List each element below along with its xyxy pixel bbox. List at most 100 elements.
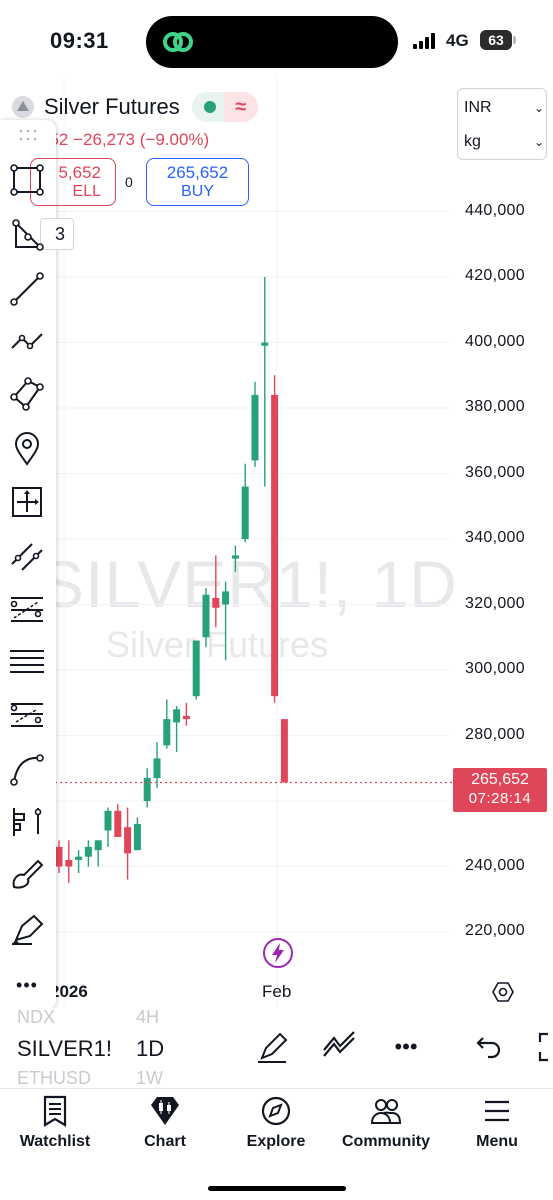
candle bbox=[241, 463, 249, 543]
chart-icon bbox=[151, 1097, 179, 1125]
last-price: 265,652 bbox=[471, 771, 529, 788]
tab-menu[interactable]: Menu bbox=[442, 1089, 552, 1159]
price-label: 420,000 bbox=[465, 267, 525, 284]
price-label: 380,000 bbox=[465, 398, 525, 415]
cellular-signal-icon bbox=[413, 33, 439, 49]
link-icon bbox=[163, 32, 193, 52]
symbol-header[interactable]: Silver Futures ≈ bbox=[12, 92, 258, 122]
candle bbox=[261, 277, 269, 487]
buy-button[interactable]: 265,652 BUY bbox=[146, 158, 249, 206]
indicators-icon[interactable] bbox=[322, 1030, 356, 1064]
undo-icon[interactable] bbox=[470, 1030, 504, 1064]
unit-value: kg bbox=[464, 133, 481, 150]
polyline-icon[interactable] bbox=[8, 322, 46, 360]
bottom-tab-bar: Watchlist Chart Explore Community Menu bbox=[0, 1088, 553, 1200]
tab-watchlist[interactable]: Watchlist bbox=[0, 1089, 110, 1159]
lightning-icon[interactable] bbox=[262, 937, 294, 969]
tab-community[interactable]: Community bbox=[331, 1089, 441, 1159]
candle-body bbox=[222, 591, 230, 605]
candle bbox=[153, 742, 161, 788]
candle-body bbox=[241, 486, 249, 539]
candle-body bbox=[212, 597, 220, 608]
watermark-name: Silver Futures bbox=[106, 624, 329, 665]
pen-drawing-icon[interactable] bbox=[256, 1030, 290, 1064]
ghost-interval-top[interactable]: 4H bbox=[136, 1008, 160, 1027]
sell-button[interactable]: 5,652 ELL bbox=[30, 158, 116, 206]
price-label: 300,000 bbox=[465, 660, 525, 677]
candle-body bbox=[114, 810, 122, 838]
parallel-channel-icon[interactable] bbox=[8, 538, 46, 576]
price-label: 400,000 bbox=[465, 332, 525, 350]
market-status-pill[interactable]: ≈ bbox=[191, 92, 258, 122]
triangle-icon[interactable] bbox=[8, 215, 46, 253]
candle-body bbox=[202, 594, 210, 638]
community-icon bbox=[370, 1099, 402, 1124]
crosshair-measure-icon[interactable] bbox=[8, 483, 46, 521]
currency-value: INR bbox=[464, 99, 492, 116]
home-indicator bbox=[208, 1186, 346, 1191]
current-interval[interactable]: 1D bbox=[136, 1036, 165, 1061]
price-label: 280,000 bbox=[465, 725, 525, 743]
bar-countdown: 07:28:14 bbox=[468, 790, 532, 807]
current-symbol[interactable]: SILVER1! bbox=[17, 1036, 112, 1061]
chart-settings-icon[interactable] bbox=[491, 980, 515, 1004]
rectangle-icon[interactable] bbox=[8, 160, 46, 198]
status-time: 09:31 bbox=[50, 28, 109, 53]
more-options-icon[interactable]: ••• bbox=[394, 1034, 418, 1059]
candle bbox=[222, 581, 230, 661]
candle bbox=[133, 817, 141, 851]
curve-icon[interactable] bbox=[8, 750, 46, 788]
currency-select[interactable]: INR ⌄ bbox=[464, 93, 544, 123]
candle-body bbox=[104, 810, 112, 831]
path-icon[interactable] bbox=[8, 375, 46, 413]
drag-handle-icon[interactable] bbox=[18, 128, 38, 142]
ghost-symbol-top[interactable]: NDX bbox=[17, 1008, 56, 1027]
chart-area[interactable]: SILVER1!, 1D Silver Futures bbox=[0, 76, 553, 1011]
fullscreen-icon[interactable] bbox=[536, 1030, 553, 1064]
pattern-icon[interactable] bbox=[8, 802, 46, 840]
candle-body bbox=[124, 827, 132, 854]
more-tools-icon[interactable]: ••• bbox=[16, 975, 38, 995]
candle bbox=[231, 545, 239, 572]
candle-body bbox=[84, 846, 92, 857]
x-label-2026: 2026 bbox=[50, 982, 88, 1001]
compass-icon bbox=[261, 1096, 291, 1126]
battery-icon: 63 bbox=[480, 30, 512, 50]
unit-select[interactable]: kg ⌄ bbox=[464, 127, 544, 157]
tab-label-chart: Chart bbox=[144, 1133, 186, 1150]
candle bbox=[114, 804, 122, 838]
spread-value: 0 bbox=[125, 174, 133, 190]
tab-explore[interactable]: Explore bbox=[221, 1089, 331, 1159]
highlighter-icon[interactable] bbox=[8, 910, 46, 948]
symbol-title[interactable]: Silver Futures bbox=[44, 94, 180, 119]
candle bbox=[192, 640, 200, 700]
unit-selector[interactable]: INR ⌄ kg ⌄ bbox=[457, 88, 547, 160]
candlestick-chart[interactable] bbox=[0, 76, 553, 1011]
fib-levels-icon[interactable] bbox=[8, 696, 46, 734]
price-label: 340,000 bbox=[465, 529, 525, 546]
fib-retracement-icon[interactable] bbox=[8, 590, 46, 628]
candle-body bbox=[163, 719, 171, 746]
indicator-count-chip[interactable]: 3 bbox=[40, 218, 74, 250]
candle bbox=[124, 807, 132, 880]
candle bbox=[212, 555, 220, 628]
tab-chart[interactable]: Chart bbox=[110, 1089, 220, 1159]
candle bbox=[271, 375, 279, 703]
horizontal-lines-icon[interactable] bbox=[8, 643, 46, 681]
ghost-interval-bottom[interactable]: 1W bbox=[136, 1068, 163, 1088]
candle-body bbox=[133, 823, 141, 851]
candle-body bbox=[143, 778, 151, 801]
candle bbox=[143, 768, 151, 808]
location-pin-icon[interactable] bbox=[8, 430, 46, 468]
trend-line-icon[interactable] bbox=[8, 270, 46, 308]
candle bbox=[104, 807, 112, 847]
candle bbox=[173, 706, 181, 752]
battery-cap bbox=[513, 36, 516, 44]
candle-body bbox=[153, 758, 161, 779]
tab-label-watchlist: Watchlist bbox=[19, 1133, 91, 1150]
buy-price: 265,652 bbox=[166, 163, 229, 182]
brush-icon[interactable] bbox=[8, 855, 46, 893]
candle-body bbox=[251, 394, 259, 461]
price-label: 440,000 bbox=[465, 201, 525, 219]
ghost-symbol-bottom[interactable]: ETHUSD bbox=[17, 1068, 92, 1088]
